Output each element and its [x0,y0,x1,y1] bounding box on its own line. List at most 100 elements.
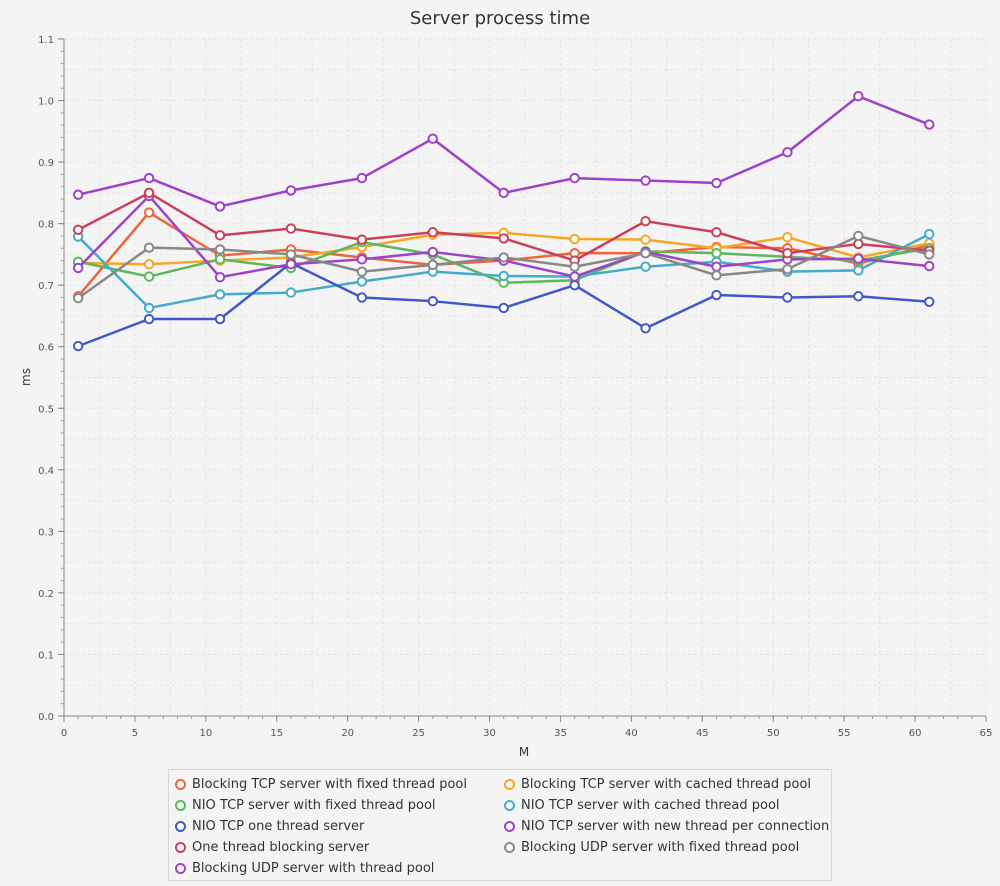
data-point [782,292,793,303]
x-tick-label: 65 [980,728,993,739]
data-point [72,292,84,304]
data-point [143,259,155,270]
y-tick-label: 0.8 [38,220,54,231]
x-tick-label: 15 [270,728,283,739]
data-point [72,224,84,235]
y-tick-label: 0.0 [38,712,54,723]
legend-label: NIO TCP server with fixed thread pool [192,798,436,813]
legend-label: NIO TCP server with new thread per conne… [521,819,830,834]
data-point [711,289,722,301]
data-point [498,270,509,282]
legend-swatch [175,779,186,790]
data-point [214,289,226,300]
y-tick-label: 0.7 [38,281,54,292]
legend-label: NIO TCP server with cached thread pool [521,798,780,813]
x-tick-label: 45 [696,728,709,739]
data-point [143,271,155,282]
data-point [498,187,509,199]
x-axis-label: M [519,745,529,759]
data-point [569,172,580,184]
data-point [569,233,580,245]
series-layer [72,91,935,352]
legend-swatch [504,821,515,832]
data-point [285,185,297,196]
data-point [356,172,368,184]
y-tick-label: 0.9 [38,158,54,169]
data-point [853,265,864,276]
legend-swatch [175,863,186,874]
data-point [640,215,651,227]
data-point [782,147,793,158]
y-tick-label: 1.0 [38,97,54,108]
y-axis-label: ms [19,368,33,386]
series-8 [72,91,935,212]
data-point [924,249,935,260]
data-point [72,189,84,200]
legend-item: Blocking UDP server with fixed thread po… [504,837,833,858]
data-point [214,244,226,255]
legend-swatch [175,800,186,811]
y-tick-label: 0.4 [38,466,54,477]
data-point [356,234,368,245]
data-point [143,313,155,325]
data-point [924,260,935,272]
data-point [782,247,793,259]
data-point [143,207,155,218]
data-point [640,175,651,186]
legend-label: NIO TCP one thread server [192,819,365,834]
data-point [924,119,935,130]
legend-item: One thread blocking server [175,837,504,858]
data-point [356,254,368,265]
legend-item: Blocking UDP server with thread pool [175,858,504,879]
legend: Blocking TCP server with fixed thread po… [168,769,832,881]
data-point [924,296,935,307]
x-tick-label: 55 [838,728,851,739]
data-point [356,266,368,277]
legend-swatch [504,779,515,790]
data-point [285,259,297,270]
data-point [285,287,297,298]
data-point [72,262,84,274]
legend-label: Blocking UDP server with fixed thread po… [521,840,800,855]
data-point [569,271,580,282]
data-point [924,228,935,240]
data-point [640,234,651,245]
legend-item: NIO TCP server with cached thread pool [504,795,833,816]
y-tick-label: 0.5 [38,404,54,415]
legend-item: NIO TCP one thread server [175,816,504,837]
data-point [143,172,155,184]
data-point [356,292,368,303]
data-point [711,177,722,189]
legend-swatch [175,821,186,832]
data-point [72,340,84,352]
x-tick-label: 35 [554,728,567,739]
data-point [427,295,438,307]
data-point [427,246,438,258]
data-point [853,291,864,302]
data-point [782,263,793,275]
series-7 [72,230,935,304]
data-point [214,230,226,241]
legend-label: Blocking TCP server with cached thread p… [521,777,812,792]
data-point [640,247,651,259]
y-tick-label: 0.2 [38,589,54,600]
legend-item: Blocking TCP server with fixed thread po… [175,774,504,795]
data-point [640,261,651,272]
legend-label: Blocking TCP server with fixed thread po… [192,777,467,792]
x-tick-label: 20 [341,728,354,739]
data-point [285,249,297,260]
data-point [214,254,226,265]
grid [63,38,987,717]
legend-swatch [504,800,515,811]
data-point [711,227,722,238]
x-tick-label: 5 [132,728,138,739]
data-point [853,230,864,242]
x-tick-label: 40 [625,728,638,739]
data-point [214,313,226,325]
data-point [711,247,722,259]
data-point [782,231,793,243]
data-point [498,302,509,314]
data-point [711,270,722,281]
x-tick-label: 60 [909,728,922,739]
